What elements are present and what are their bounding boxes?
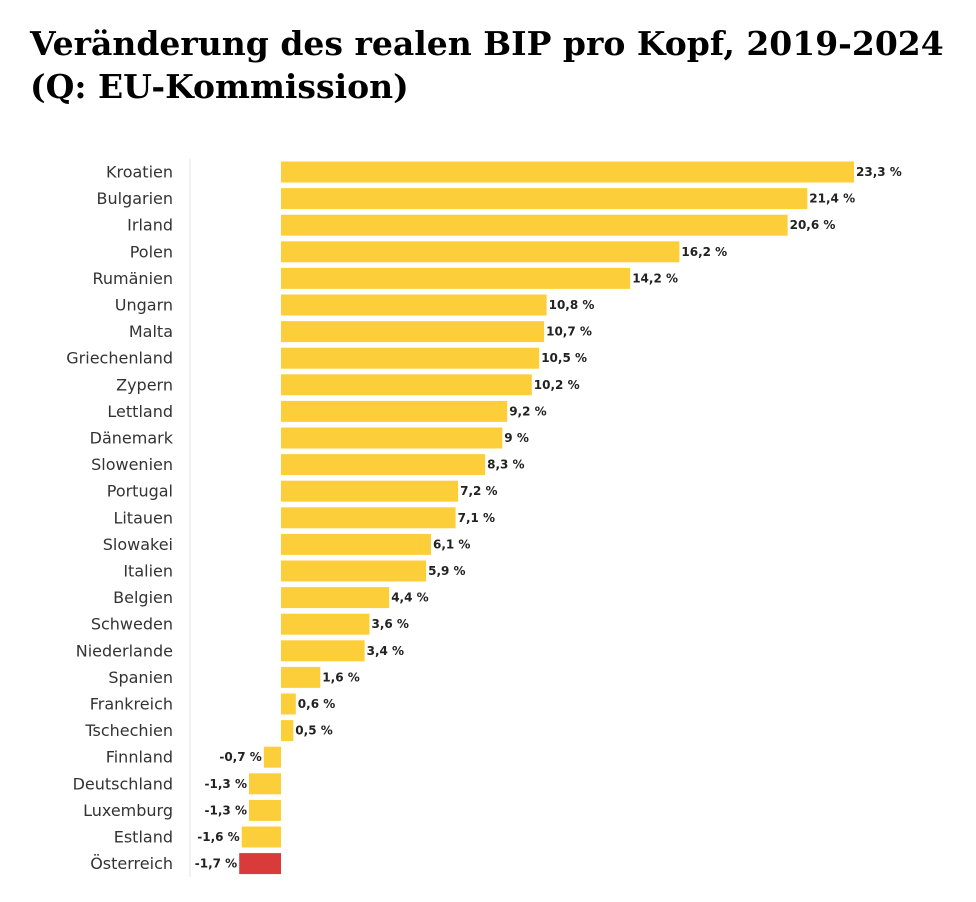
category-label: Griechenland bbox=[66, 349, 173, 368]
value-label: 9,2 % bbox=[509, 404, 546, 418]
bar bbox=[281, 613, 370, 635]
value-label: 7,2 % bbox=[460, 484, 497, 498]
value-label: -1,3 % bbox=[205, 777, 247, 791]
category-label: Lettland bbox=[107, 402, 173, 421]
bar bbox=[241, 826, 281, 848]
bar bbox=[281, 374, 532, 396]
bar bbox=[281, 640, 365, 662]
category-label: Rumänien bbox=[93, 269, 174, 288]
value-label: 1,6 % bbox=[322, 670, 359, 684]
bar bbox=[281, 347, 540, 369]
value-label: 0,6 % bbox=[298, 697, 335, 711]
value-label: 6,1 % bbox=[433, 537, 470, 551]
category-label: Niederlande bbox=[76, 641, 173, 660]
category-label: Irland bbox=[127, 216, 173, 235]
value-label: 10,8 % bbox=[549, 298, 595, 312]
bar bbox=[281, 161, 854, 183]
bar bbox=[281, 587, 390, 609]
value-label: 10,7 % bbox=[546, 325, 592, 339]
value-label: 4,4 % bbox=[391, 591, 428, 605]
bar bbox=[281, 533, 431, 555]
category-label: Italien bbox=[123, 562, 173, 581]
category-label: Dänemark bbox=[90, 429, 174, 448]
bar bbox=[281, 507, 456, 529]
value-label: 16,2 % bbox=[681, 245, 727, 259]
category-label: Finnland bbox=[106, 748, 173, 767]
bar bbox=[281, 267, 631, 289]
category-label: Litauen bbox=[113, 508, 173, 527]
value-label: 20,6 % bbox=[790, 218, 836, 232]
bar bbox=[281, 427, 503, 449]
category-label: Ungarn bbox=[115, 296, 173, 315]
value-label: 0,5 % bbox=[295, 724, 332, 738]
category-label: Estland bbox=[114, 828, 173, 847]
category-label: Luxemburg bbox=[83, 801, 173, 820]
bar bbox=[281, 693, 296, 715]
category-label: Spanien bbox=[108, 668, 173, 687]
category-label: Slowakei bbox=[103, 535, 173, 554]
value-label: 7,1 % bbox=[458, 511, 495, 525]
bar bbox=[281, 480, 459, 502]
bar bbox=[281, 321, 545, 343]
bar bbox=[281, 454, 486, 476]
value-label: -1,6 % bbox=[197, 830, 239, 844]
labels-layer: Kroatien 23,3 % Bulgarien 21,4 % Irland 20,6 … bbox=[66, 163, 902, 874]
value-label: 21,4 % bbox=[809, 192, 855, 206]
category-label: Tschechien bbox=[84, 721, 173, 740]
value-label: 23,3 % bbox=[856, 165, 902, 179]
bar bbox=[281, 241, 680, 263]
category-label: Malta bbox=[129, 322, 173, 341]
bars-layer bbox=[239, 161, 854, 875]
category-label: Schweden bbox=[91, 615, 173, 634]
value-label: 10,5 % bbox=[541, 351, 587, 365]
chart-title: Veränderung des realen BIP pro Kopf, 201… bbox=[30, 24, 944, 106]
value-label: 5,9 % bbox=[428, 564, 465, 578]
bar bbox=[249, 773, 281, 795]
category-label: Portugal bbox=[107, 482, 173, 501]
value-label: 10,2 % bbox=[534, 378, 580, 392]
value-label: -1,7 % bbox=[195, 857, 237, 871]
category-label: Frankreich bbox=[90, 695, 173, 714]
bar bbox=[239, 853, 281, 875]
bar bbox=[281, 294, 547, 316]
category-label: Kroatien bbox=[106, 163, 173, 182]
category-label: Slowenien bbox=[91, 455, 173, 474]
value-label: -0,7 % bbox=[219, 750, 261, 764]
bar bbox=[281, 720, 294, 742]
value-label: 14,2 % bbox=[632, 271, 678, 285]
value-label: 3,6 % bbox=[372, 617, 409, 631]
bar bbox=[281, 560, 427, 582]
value-label: 8,3 % bbox=[487, 458, 524, 472]
bar bbox=[249, 799, 281, 821]
category-label: Belgien bbox=[113, 588, 173, 607]
category-label: Deutschland bbox=[73, 774, 173, 793]
category-label: Österreich bbox=[90, 854, 173, 873]
bar bbox=[263, 746, 281, 768]
bar bbox=[281, 214, 788, 236]
value-label: -1,3 % bbox=[205, 803, 247, 817]
category-label: Zypern bbox=[116, 375, 173, 394]
bar bbox=[281, 666, 321, 688]
bar bbox=[281, 188, 808, 210]
category-label: Polen bbox=[130, 242, 173, 261]
bar bbox=[281, 400, 508, 422]
value-label: 3,4 % bbox=[367, 644, 404, 658]
category-label: Bulgarien bbox=[96, 189, 173, 208]
value-label: 9 % bbox=[504, 431, 529, 445]
